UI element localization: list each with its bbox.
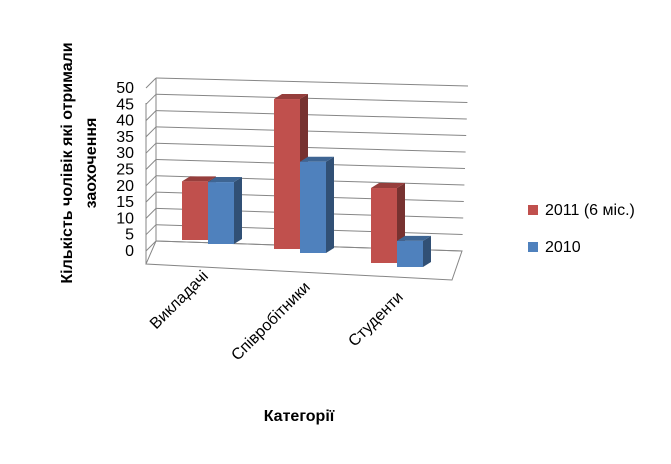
- bar-front: [300, 161, 326, 253]
- gridline-side-5: [145, 224, 157, 236]
- bar-front: [208, 182, 234, 244]
- bar-side: [326, 156, 334, 253]
- bar-front: [182, 181, 208, 240]
- bar-side: [423, 235, 431, 267]
- bar-Співробітники-2011 (6 міс.): [274, 94, 308, 249]
- gridline-side-40: [145, 110, 157, 121]
- y-tick-label-5: 5: [125, 227, 134, 244]
- gridline-side-10: [145, 208, 157, 219]
- bar-front: [274, 99, 300, 249]
- bar-Співробітники-2010: [300, 156, 334, 253]
- legend-label-2011: 2011 (6 міс.): [545, 202, 635, 219]
- legend-swatch-2011: [528, 205, 538, 215]
- gridline-30: [155, 142, 466, 153]
- y-tick-label-15: 15: [116, 194, 134, 211]
- legend-label-2010: 2010: [545, 239, 581, 256]
- y-tick-label-30: 30: [116, 145, 134, 162]
- gridline-side-25: [145, 159, 157, 170]
- gridline-side-50: [145, 77, 157, 89]
- y-axis-title: Кількість чолівік які отримали заохоченн…: [59, 42, 100, 283]
- bar-top: [274, 94, 308, 100]
- gridline-side-45: [145, 93, 157, 105]
- bar-Викладачі-2010: [208, 177, 242, 244]
- y-axis-title-line-1: Кількість чолівік які отримали: [59, 42, 76, 283]
- gridline-40: [155, 110, 467, 120]
- gridline-side-15: [145, 191, 157, 203]
- legend-item-2010: 2010: [528, 239, 581, 256]
- bar-side: [234, 177, 242, 244]
- y-tick-label-50: 50: [116, 80, 134, 97]
- y-tick-label-45: 45: [116, 96, 134, 113]
- y-tick-label-40: 40: [116, 113, 134, 130]
- y-tick-label-20: 20: [116, 178, 134, 195]
- y-axis-title-line-2: заохочення: [83, 118, 100, 209]
- legend-item-2011: 2011 (6 міс.): [528, 202, 635, 219]
- gridline-side-30: [145, 142, 157, 154]
- bar-top: [371, 183, 405, 189]
- y-tick-label-10: 10: [116, 210, 134, 227]
- bars: [182, 94, 431, 267]
- legend: 2011 (6 міс.) 2010: [528, 202, 635, 256]
- gridline-45: [155, 93, 468, 103]
- gridline-35: [155, 126, 467, 136]
- gridline-50: [155, 77, 469, 87]
- x-category-label-2: Студенти: [345, 289, 406, 350]
- x-axis-categories: Викладачі Співробітники Студенти: [147, 268, 407, 364]
- bar-Студенти-2010: [397, 235, 431, 267]
- bar-front: [371, 188, 397, 263]
- y-tick-label-25: 25: [116, 162, 134, 179]
- gridline-side-0: [145, 240, 157, 252]
- bar-top: [208, 177, 242, 183]
- legend-swatch-2010: [528, 242, 538, 252]
- bar-top: [300, 156, 334, 162]
- x-category-label-1: Співробітники: [228, 279, 313, 364]
- y-tick-label-0: 0: [125, 243, 134, 260]
- bar-front: [397, 240, 423, 267]
- bar-top: [182, 176, 216, 182]
- gridline-side-20: [145, 175, 157, 187]
- bar-top: [397, 235, 431, 241]
- x-category-label-0: Викладачі: [147, 268, 212, 333]
- y-tick-label-35: 35: [116, 129, 134, 146]
- gridline-side-35: [145, 126, 157, 138]
- x-axis-title: Категорії: [264, 408, 335, 425]
